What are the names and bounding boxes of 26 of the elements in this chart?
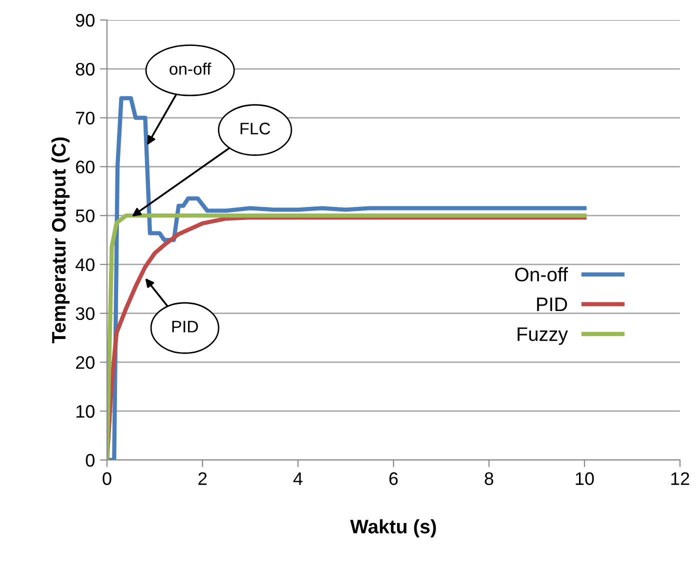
annotation: PID <box>172 320 198 332</box>
x-tick-label: 6 <box>389 472 398 486</box>
x-tick-label: 4 <box>293 472 302 485</box>
y-axis-title: Temperatur Output (C) <box>51 137 70 344</box>
legend-label: PID <box>537 298 568 312</box>
x-tick-label: 8 <box>484 472 494 486</box>
y-tick-label: 60 <box>76 160 94 174</box>
x-tick-label: 12 <box>671 472 690 485</box>
y-tick-label: 50 <box>76 209 94 222</box>
x-axis-title: Waktu (s) <box>350 519 436 538</box>
y-tick-label: 20 <box>76 356 94 369</box>
y-tick-label: 10 <box>76 405 94 418</box>
legend-label: Fuzzy <box>518 327 568 345</box>
legend-label: On-off <box>515 267 568 282</box>
y-tick-label: 90 <box>76 14 94 27</box>
x-tick-label: 10 <box>576 472 594 486</box>
x-tick-label: 2 <box>198 472 207 485</box>
y-tick-label: 30 <box>76 307 94 320</box>
line-series <box>107 96 587 460</box>
y-tick-label: 0 <box>86 454 94 467</box>
y-tick-label: 80 <box>76 62 94 76</box>
y-tick-label: 40 <box>76 258 94 272</box>
x-tick-label: 0 <box>102 472 112 486</box>
annotation: on-off <box>170 62 212 75</box>
annotation: FLC <box>240 122 270 134</box>
y-tick-label: 70 <box>76 112 94 124</box>
